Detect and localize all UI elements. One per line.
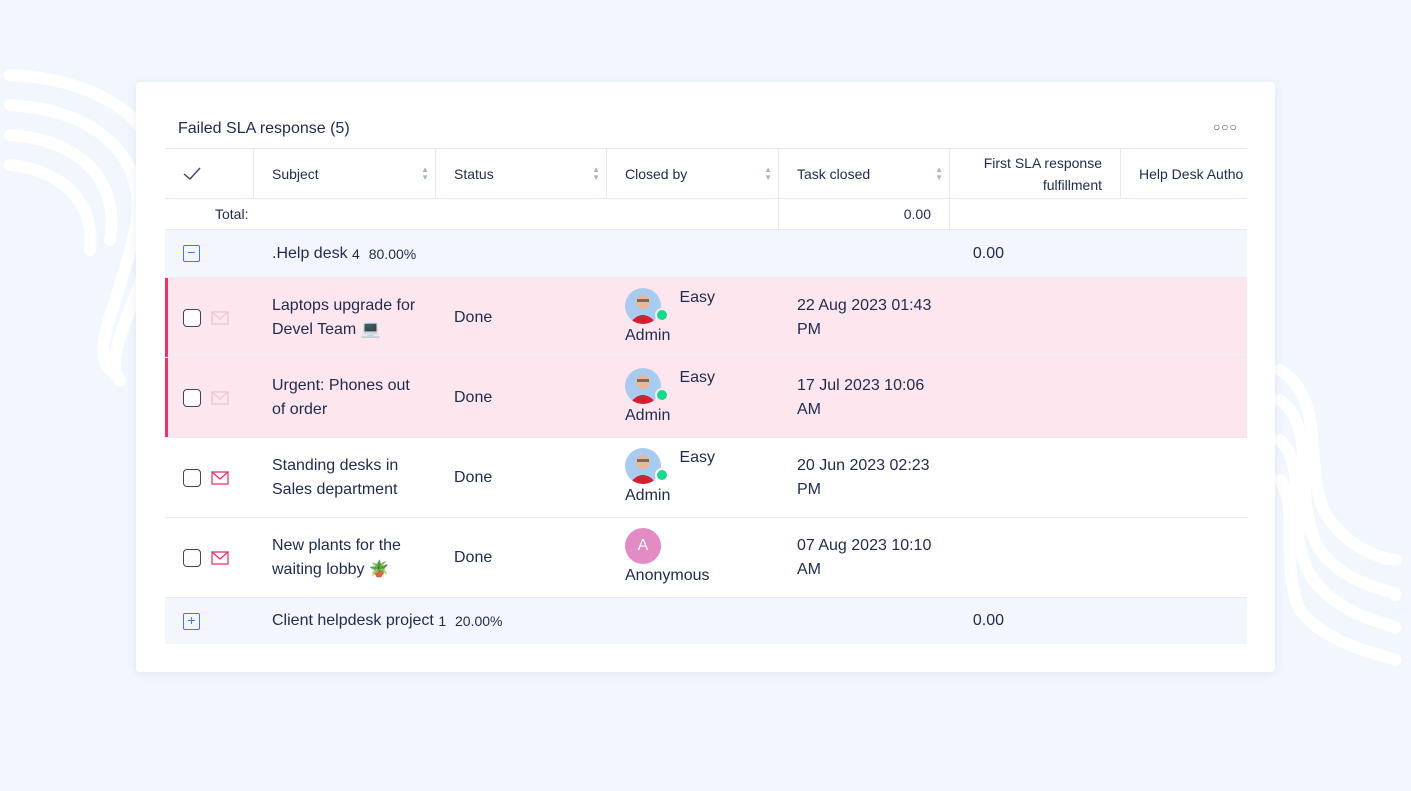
mail-icon[interactable]: [211, 470, 229, 485]
column-label: Status: [454, 165, 494, 182]
closed-by: Easy Admin: [607, 358, 779, 437]
subject-link[interactable]: Laptops upgrade for Devel Team 💻: [272, 296, 416, 338]
closed-by: Easy Admin: [607, 278, 779, 357]
failed-sla-widget: Failed SLA response (5) ○○○ Subject ▲ ▼ St…: [136, 82, 1275, 672]
group-percent: 80.00%: [368, 245, 417, 262]
status: Done: [454, 468, 493, 486]
total-sla: 0.00: [779, 199, 950, 229]
sla-table: Subject ▲ ▼ Status ▲ ▼ Closed by ▲ ▼ Task clos…: [165, 148, 1247, 644]
closed-by: A Anonymous: [607, 518, 779, 597]
column-label: Closed by: [625, 165, 688, 182]
table-header: Subject ▲ ▼ Status ▲ ▼ Closed by ▲ ▼ Task clos…: [165, 148, 1247, 199]
subject-link[interactable]: Standing desks in Sales department: [272, 456, 399, 498]
column-task-closed[interactable]: Task closed ▲ ▼: [779, 149, 950, 198]
group-row: − .Help desk 4 80.00% 0.00: [165, 230, 1247, 278]
task-closed: 22 Aug 2023 01:43 PM: [797, 296, 932, 338]
closed-by-first: Easy: [679, 368, 716, 386]
group-count: 4: [352, 245, 360, 262]
table-row[interactable]: Laptops upgrade for Devel Team 💻 Done Ea…: [165, 278, 1247, 358]
status: Done: [454, 388, 493, 406]
column-closed-by[interactable]: Closed by ▲ ▼: [607, 149, 779, 198]
column-label: Subject: [272, 165, 319, 182]
online-status-icon: [655, 468, 669, 482]
task-closed: 07 Aug 2023 10:10 AM: [797, 536, 932, 578]
mail-icon[interactable]: [211, 390, 229, 405]
sort-icon[interactable]: ▲ ▼: [592, 164, 600, 182]
ellipsis-icon[interactable]: ○○○: [1213, 120, 1238, 134]
closed-by-name: Anonymous: [625, 566, 710, 584]
sort-icon[interactable]: ▲ ▼: [935, 164, 943, 182]
online-status-icon: [655, 308, 669, 322]
row-checkbox[interactable]: [183, 308, 201, 327]
status: Done: [454, 548, 493, 566]
column-label: First SLA response fulfillment: [983, 154, 1102, 193]
row-checkbox[interactable]: [183, 388, 201, 407]
table-row[interactable]: Standing desks in Sales department Done …: [165, 438, 1247, 518]
group-count: 1: [438, 613, 447, 629]
status: Done: [454, 308, 493, 326]
column-status[interactable]: Status ▲ ▼: [436, 149, 607, 198]
total-row: Total: 0.00: [165, 199, 1247, 230]
group-sla: 0.00: [972, 612, 1004, 629]
closed-by-first: Easy: [679, 288, 716, 306]
row-checkbox[interactable]: [183, 468, 201, 487]
sort-icon[interactable]: ▲ ▼: [764, 164, 772, 182]
group-percent: 20.00%: [455, 613, 503, 629]
column-label: Help Desk Autho: [1139, 165, 1244, 182]
group-sla: 0.00: [972, 244, 1004, 262]
subject-link[interactable]: Urgent: Phones out of order: [272, 376, 410, 418]
group-name: Client helpdesk project: [272, 612, 434, 629]
sort-icon[interactable]: ▲ ▼: [421, 164, 429, 182]
task-closed: 20 Jun 2023 02:23 PM: [797, 456, 930, 498]
column-first-sla[interactable]: First SLA response fulfillment: [950, 149, 1121, 198]
row-checkbox[interactable]: [183, 548, 201, 567]
online-status-icon: [655, 388, 669, 402]
expand-icon[interactable]: +: [183, 612, 200, 630]
table-row[interactable]: Urgent: Phones out of order Done Easy Adm…: [165, 358, 1247, 438]
task-closed: 17 Jul 2023 10:06 AM: [797, 376, 925, 418]
column-subject[interactable]: Subject ▲ ▼: [254, 149, 436, 198]
closed-by-first: Easy: [679, 448, 716, 466]
collapse-icon[interactable]: −: [183, 245, 200, 262]
column-label: Task closed: [797, 165, 871, 182]
closed-by-last: Admin: [625, 486, 671, 504]
column-help-desk-author[interactable]: Help Desk Autho: [1121, 149, 1247, 198]
widget-title: Failed SLA response (5): [178, 120, 350, 137]
avatar: A: [625, 527, 661, 564]
subject-link[interactable]: New plants for the waiting lobby 🪴: [272, 536, 401, 578]
closed-by-last: Admin: [625, 406, 671, 424]
closed-by: Easy Admin: [607, 438, 779, 517]
mail-icon[interactable]: [211, 550, 229, 565]
closed-by-last: Admin: [625, 326, 671, 344]
group-row: + Client helpdesk project 1 20.00% 0.00: [165, 598, 1247, 644]
select-all-checkmark-icon[interactable]: [165, 149, 254, 198]
mail-icon[interactable]: [211, 310, 229, 325]
table-row[interactable]: New plants for the waiting lobby 🪴 Done …: [165, 518, 1247, 598]
group-name: .Help desk: [272, 244, 348, 262]
total-label: Total:: [215, 206, 249, 222]
